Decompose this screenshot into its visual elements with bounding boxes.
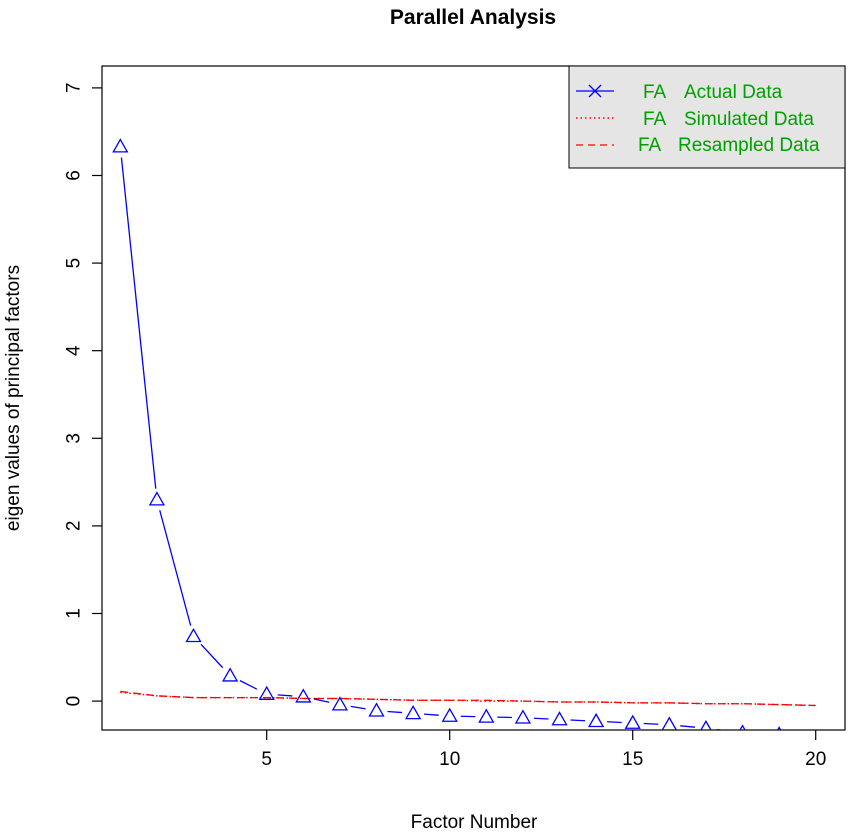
series-segment-actual-data xyxy=(313,698,330,703)
y-axis-label: eigen values of principal factors xyxy=(3,265,24,531)
x-axis-label: Factor Number xyxy=(411,812,538,833)
y-axis: 0 1 2 3 4 5 6 7 xyxy=(64,83,102,707)
plot-series xyxy=(112,138,816,736)
series-segment-actual-data xyxy=(716,728,727,730)
legend-prefix: FA xyxy=(638,135,662,156)
data-point-actual-data xyxy=(478,708,495,723)
data-point-actual-data xyxy=(700,719,712,730)
legend-prefix: FA xyxy=(643,82,667,103)
data-point-actual-data xyxy=(624,714,641,729)
y-tick-label: 2 xyxy=(64,521,85,532)
series-segment-actual-data xyxy=(607,721,622,724)
series-segment-actual-data xyxy=(424,713,439,716)
x-tick-label: 20 xyxy=(805,749,826,770)
series-segment-actual-data xyxy=(643,722,659,725)
x-tick-label: 5 xyxy=(261,749,272,770)
data-point-actual-data xyxy=(739,724,746,730)
legend-entry-resampled-data: FA Resampled Data xyxy=(576,135,820,156)
legend-box xyxy=(568,65,846,169)
legend-label: Resampled Data xyxy=(678,135,820,156)
y-tick-label: 6 xyxy=(64,170,85,181)
series-segment-actual-data xyxy=(570,719,586,722)
data-point-actual-data xyxy=(258,685,275,700)
series-segment-actual-data xyxy=(239,680,258,690)
legend-entry-simulated-data: FA Simulated Data xyxy=(576,109,814,130)
data-point-actual-data xyxy=(661,716,678,730)
data-point-actual-data xyxy=(112,138,129,153)
y-tick-label: 7 xyxy=(64,83,85,94)
data-point-actual-data xyxy=(368,702,385,717)
series-segment-actual-data xyxy=(387,710,403,714)
x-axis: 5 10 15 20 xyxy=(261,730,826,770)
legend-entry-actual-data: FA Actual Data xyxy=(576,82,783,103)
legend: FA Actual Data FA Simulated Data FA Resa… xyxy=(568,65,846,169)
data-point-actual-data xyxy=(514,709,532,724)
y-tick-label: 5 xyxy=(64,258,85,269)
data-point-actual-data xyxy=(441,707,458,722)
series-segment-actual-data xyxy=(790,735,805,736)
plot-area xyxy=(112,138,816,736)
data-point-actual-data xyxy=(331,696,349,711)
chart-title: Parallel Analysis xyxy=(390,6,556,29)
y-tick-label: 1 xyxy=(64,608,85,619)
series-segment-actual-data xyxy=(277,694,293,697)
series-segment-actual-data xyxy=(754,733,769,734)
series-line-simulated-data xyxy=(120,691,816,707)
plot-frame xyxy=(101,65,846,731)
legend-x-marker-icon xyxy=(588,84,602,98)
data-point-actual-data xyxy=(185,627,202,643)
y-tick-label: 4 xyxy=(64,345,85,356)
x-tick-label: 10 xyxy=(439,749,460,770)
y-tick-label: 0 xyxy=(64,696,85,707)
series-segment-actual-data xyxy=(200,643,224,669)
data-point-actual-data xyxy=(221,667,239,682)
legend-prefix: FA xyxy=(643,109,667,130)
data-point-actual-data xyxy=(404,705,422,720)
series-segment-actual-data xyxy=(159,510,192,626)
data-point-actual-data xyxy=(587,712,605,728)
series-segment-actual-data xyxy=(350,705,366,710)
series-segment-actual-data xyxy=(533,717,549,720)
series-segment-actual-data xyxy=(120,157,157,489)
x-tick-label: 15 xyxy=(622,749,643,770)
data-point-actual-data xyxy=(551,711,568,726)
legend-label: Simulated Data xyxy=(684,109,814,130)
data-point-actual-data xyxy=(148,491,166,506)
data-point-actual-data xyxy=(295,688,312,703)
series-segment-actual-data xyxy=(680,725,696,728)
legend-label: Actual Data xyxy=(684,82,783,103)
y-tick-label: 3 xyxy=(64,433,85,444)
data-point-actual-data xyxy=(776,726,782,730)
series-line-resampled-data xyxy=(120,690,816,707)
